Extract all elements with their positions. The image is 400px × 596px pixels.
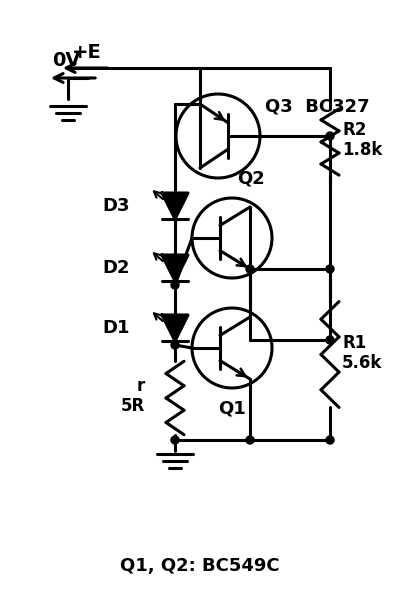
Text: R2: R2: [342, 121, 366, 139]
Circle shape: [246, 436, 254, 444]
Text: Q2: Q2: [237, 170, 265, 188]
Circle shape: [246, 265, 254, 273]
Text: Q1, Q2: BC549C: Q1, Q2: BC549C: [120, 557, 280, 575]
Text: Q3  BC327: Q3 BC327: [265, 97, 370, 115]
Circle shape: [326, 336, 334, 344]
Circle shape: [326, 265, 334, 273]
Circle shape: [171, 436, 179, 444]
Circle shape: [171, 341, 179, 349]
Circle shape: [171, 281, 179, 289]
Circle shape: [326, 436, 334, 444]
Text: D1: D1: [102, 319, 130, 337]
Polygon shape: [162, 255, 188, 281]
Text: Q1: Q1: [218, 400, 246, 418]
Polygon shape: [162, 193, 188, 219]
Text: R1: R1: [342, 334, 366, 352]
Circle shape: [326, 132, 334, 140]
Text: r: r: [137, 377, 145, 395]
Text: D3: D3: [102, 197, 130, 215]
Text: 1.8k: 1.8k: [342, 141, 382, 159]
Polygon shape: [162, 315, 188, 341]
Text: +E: +E: [72, 43, 102, 62]
Text: D2: D2: [102, 259, 130, 277]
Text: 0V: 0V: [52, 51, 80, 70]
Text: 5.6k: 5.6k: [342, 353, 382, 371]
Text: 5R: 5R: [121, 397, 145, 415]
